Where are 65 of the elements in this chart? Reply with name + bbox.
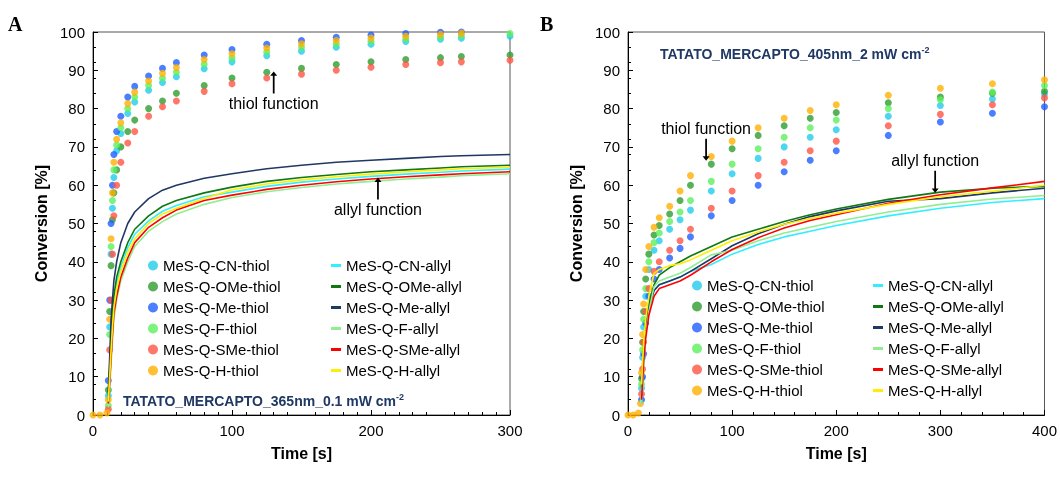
legend-label: MeS-Q-CN-allyl	[888, 277, 993, 294]
legend-label: MeS-Q-SMe-thiol	[707, 361, 823, 378]
y-tick-label: 100	[594, 23, 620, 41]
y-tick-label: 100	[59, 23, 85, 41]
y-tick-label: 20	[68, 329, 85, 347]
y-tick-label: 50	[68, 215, 85, 232]
x-tick-label: 200	[358, 422, 384, 439]
annotation: thiol function	[228, 94, 319, 112]
legend-label: MeS-Q-OMe-thiol	[163, 278, 281, 295]
legend-label: MeS-Q-Me-thiol	[163, 299, 269, 316]
legend-label: MeS-Q-Me-thiol	[707, 319, 813, 336]
annotation: thiol function	[661, 120, 752, 138]
x-tick-label: 400	[1031, 422, 1057, 439]
y-tick-label: 10	[68, 368, 85, 386]
legend-label: MeS-Q-SMe-allyl	[888, 361, 1003, 378]
legend-label: MeS-Q-CN-allyl	[346, 257, 451, 274]
y-tick-label: 90	[68, 61, 85, 79]
y-tick-label: 30	[603, 291, 620, 309]
legend-label: MeS-Q-SMe-thiol	[163, 341, 279, 358]
y-tick-label: 0	[76, 406, 85, 424]
legend-label: MeS-Q-OMe-allyl	[346, 278, 462, 295]
x-tick-label: 0	[623, 422, 633, 439]
legend-label: MeS-Q-Me-allyl	[346, 299, 451, 316]
x-tick-label: 0	[88, 422, 98, 439]
annotation: allyl function	[891, 152, 980, 170]
x-axis-title: Time [s]	[805, 444, 867, 462]
x-axis-title: Time [s]	[270, 444, 333, 462]
y-tick-label: 50	[603, 215, 620, 232]
legend-label: MeS-Q-F-allyl	[888, 340, 981, 357]
y-tick-label: 30	[68, 291, 85, 309]
legend-label: MeS-Q-SMe-allyl	[346, 341, 461, 358]
y-tick-label: 70	[603, 138, 620, 156]
legend-label: MeS-Q-OMe-allyl	[888, 298, 1004, 315]
y-tick-label: 20	[603, 329, 620, 347]
y-tick-label: 90	[603, 61, 620, 79]
legend-label: MeS-Q-F-thiol	[163, 320, 258, 337]
x-tick-label: 300	[497, 422, 523, 439]
y-tick-label: 40	[603, 253, 620, 271]
legend-label: MeS-Q-OMe-thiol	[707, 298, 825, 315]
legend-label: MeS-Q-CN-thiol	[707, 277, 814, 294]
x-tick-label: 300	[927, 422, 953, 439]
y-axis-title: Conversion [%]	[567, 164, 585, 283]
legend-label: MeS-Q-CN-thiol	[163, 257, 270, 274]
x-tick-label: 100	[219, 422, 245, 439]
x-tick-label: 100	[719, 422, 745, 439]
y-axis-title: Conversion [%]	[32, 164, 50, 283]
text: B	[540, 13, 554, 35]
legend-label: MeS-Q-H-thiol	[163, 362, 259, 379]
y-tick-label: 80	[68, 100, 85, 118]
y-tick-label: 60	[603, 176, 620, 194]
legend-label: MeS-Q-F-thiol	[707, 340, 802, 357]
y-tick-label: 60	[68, 176, 85, 194]
text: A	[8, 13, 23, 35]
x-tick-label: 200	[823, 422, 849, 439]
legend-label: MeS-Q-H-allyl	[888, 382, 983, 399]
annotation: allyl function	[333, 201, 422, 219]
y-tick-label: 80	[603, 100, 620, 118]
legend-label: MeS-Q-H-thiol	[707, 382, 803, 399]
y-tick-label: 70	[68, 138, 85, 156]
legend-label: MeS-Q-H-allyl	[346, 362, 441, 379]
legend-label: MeS-Q-F-allyl	[346, 320, 439, 337]
y-tick-label: 0	[611, 406, 620, 424]
legend-label: MeS-Q-Me-allyl	[888, 319, 993, 336]
y-tick-label: 40	[68, 253, 85, 271]
y-tick-label: 10	[603, 368, 620, 386]
